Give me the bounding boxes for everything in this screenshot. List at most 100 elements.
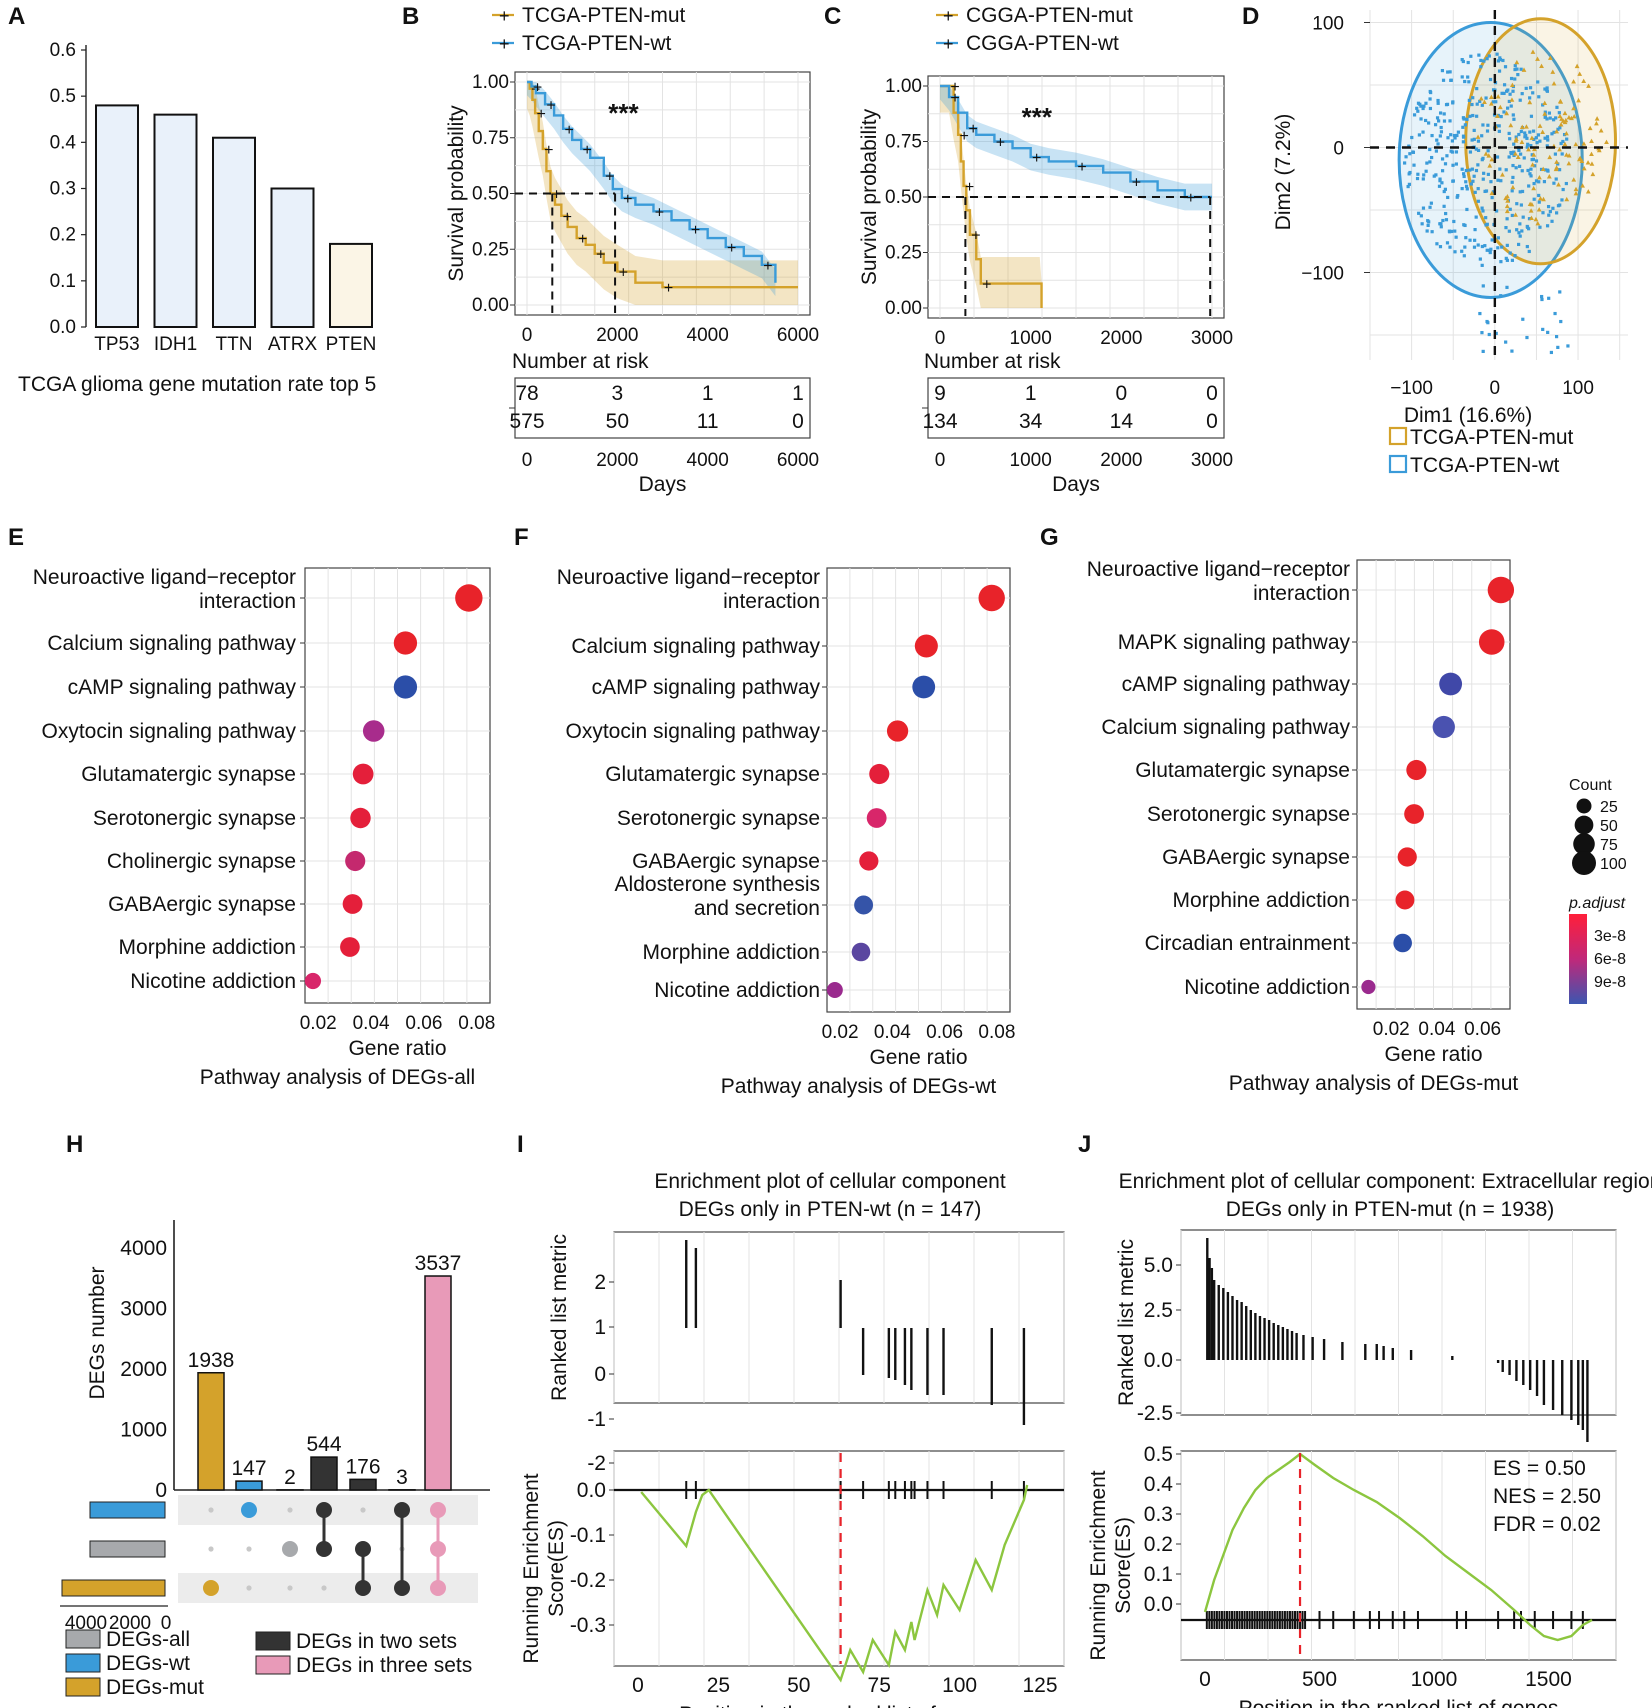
d-point-mut: [1547, 55, 1553, 60]
d-point-wt: [1491, 100, 1495, 104]
d-point-wt: [1441, 78, 1446, 82]
d-point-mut: [1530, 162, 1536, 167]
b-risk-x-tick: 4000: [687, 450, 729, 471]
i-bottom-y-tick: -0.3: [570, 1614, 606, 1637]
d-point-mut: [1519, 124, 1525, 130]
e-dot: [362, 720, 385, 742]
h-matrix-dot: [430, 1502, 446, 1518]
h-matrix-dot: [394, 1502, 410, 1518]
d-point-wt: [1546, 138, 1550, 142]
d-point-mut: [1564, 152, 1569, 157]
d-point-wt: [1508, 137, 1512, 141]
i-x-tick: 25: [707, 1674, 730, 1697]
b-km-curve-1: [527, 80, 777, 283]
d-point-mut: [1540, 166, 1546, 171]
d-point-wt: [1436, 101, 1440, 105]
f-dot: [886, 720, 909, 742]
d-point-wt: [1543, 110, 1547, 114]
d-point-wt: [1543, 115, 1547, 119]
d-point-wt: [1537, 193, 1541, 198]
d-point-wt: [1522, 156, 1526, 160]
d-point-wt: [1525, 335, 1529, 340]
d-point-wt: [1504, 340, 1508, 344]
d-point-wt: [1486, 123, 1490, 127]
d-point-wt: [1462, 117, 1466, 121]
g-dot: [1361, 979, 1376, 995]
panel-letter-B: B: [402, 3, 419, 30]
g-x-tick: 0.04: [1418, 1019, 1455, 1040]
d-point-wt: [1519, 152, 1523, 156]
d-point-wt: [1552, 130, 1556, 134]
g-legend-count-label: 50: [1600, 818, 1618, 835]
d-point-wt: [1485, 248, 1489, 252]
a-title: TCGA glioma gene mutation rate top 5: [18, 373, 376, 396]
d-point-mut: [1585, 160, 1591, 165]
d-point-wt: [1516, 73, 1520, 77]
h-legend-key: [65, 1629, 101, 1649]
f-dot: [978, 584, 1005, 612]
b-y-label: Survival probability: [445, 105, 468, 282]
d-point-wt: [1464, 180, 1468, 184]
b-risk-wt: 0: [792, 410, 804, 433]
h-legend-key: [255, 1631, 291, 1651]
f-dot: [851, 942, 871, 962]
d-point-wt: [1549, 350, 1554, 355]
d-point-mut: [1542, 100, 1548, 105]
h-bar: [424, 1275, 452, 1491]
d-point-wt: [1558, 290, 1562, 294]
d-point-wt: [1417, 133, 1422, 137]
d-point-wt: [1552, 118, 1556, 122]
d-point-mut: [1532, 146, 1537, 152]
d-point-wt: [1462, 254, 1466, 258]
d-point-wt: [1547, 296, 1551, 300]
d-point-wt: [1515, 202, 1519, 206]
b-censor-mark: +: [623, 191, 632, 208]
a-bar: [153, 113, 198, 328]
d-point-wt: [1528, 172, 1532, 176]
i-grid: [613, 1232, 1065, 1666]
d-point-mut: [1563, 117, 1569, 123]
panel-letter-A: A: [8, 3, 25, 30]
d-point-wt: [1448, 245, 1452, 249]
c-risk-wt: 14: [1110, 410, 1134, 433]
d-point-wt: [1559, 319, 1563, 324]
d-point-mut: [1554, 128, 1560, 134]
h-y-tick: 1000: [120, 1419, 167, 1442]
d-point-wt: [1507, 155, 1511, 159]
d-point-wt: [1497, 124, 1501, 128]
a-x-tick: TTN: [216, 334, 253, 355]
g-grid: [1357, 560, 1510, 1009]
d-point-wt: [1464, 184, 1469, 188]
b-censor-mark: +: [578, 231, 587, 248]
d-point-mut: [1526, 146, 1531, 152]
d-point-mut: [1500, 172, 1505, 177]
d-point-wt: [1513, 67, 1517, 72]
d-point-wt: [1432, 174, 1436, 178]
d-point-wt: [1438, 245, 1443, 249]
d-point-wt: [1440, 169, 1445, 173]
a-y-tick: 0.2: [50, 225, 76, 246]
c-x-tick: 1000: [1010, 328, 1052, 349]
a-bar: [270, 187, 315, 328]
d-point-wt: [1512, 117, 1516, 121]
e-dot: [350, 807, 371, 829]
d-point-wt: [1463, 245, 1467, 249]
d-point-wt: [1438, 177, 1442, 181]
panel-letter-F: F: [514, 524, 529, 551]
d-point-wt: [1500, 245, 1504, 249]
j-top-y-tick: 2.5: [1144, 1299, 1173, 1322]
d-point-wt: [1519, 67, 1523, 71]
d-point-wt: [1538, 225, 1542, 229]
b-risk-x-tick: 6000: [777, 450, 819, 471]
d-point-mut: [1515, 154, 1521, 160]
f-title: Pathway analysis of DEGs-wt: [721, 1075, 997, 1098]
d-point-mut: [1586, 83, 1591, 88]
d-point-mut: [1509, 97, 1515, 102]
h-legend-label: DEGs-wt: [106, 1652, 190, 1675]
d-point-wt: [1407, 172, 1411, 176]
d-point-mut: [1537, 175, 1542, 180]
a-bar: [95, 104, 139, 329]
d-point-wt: [1551, 206, 1555, 210]
d-point-wt: [1448, 119, 1452, 123]
a-x-tick: IDH1: [154, 334, 197, 355]
